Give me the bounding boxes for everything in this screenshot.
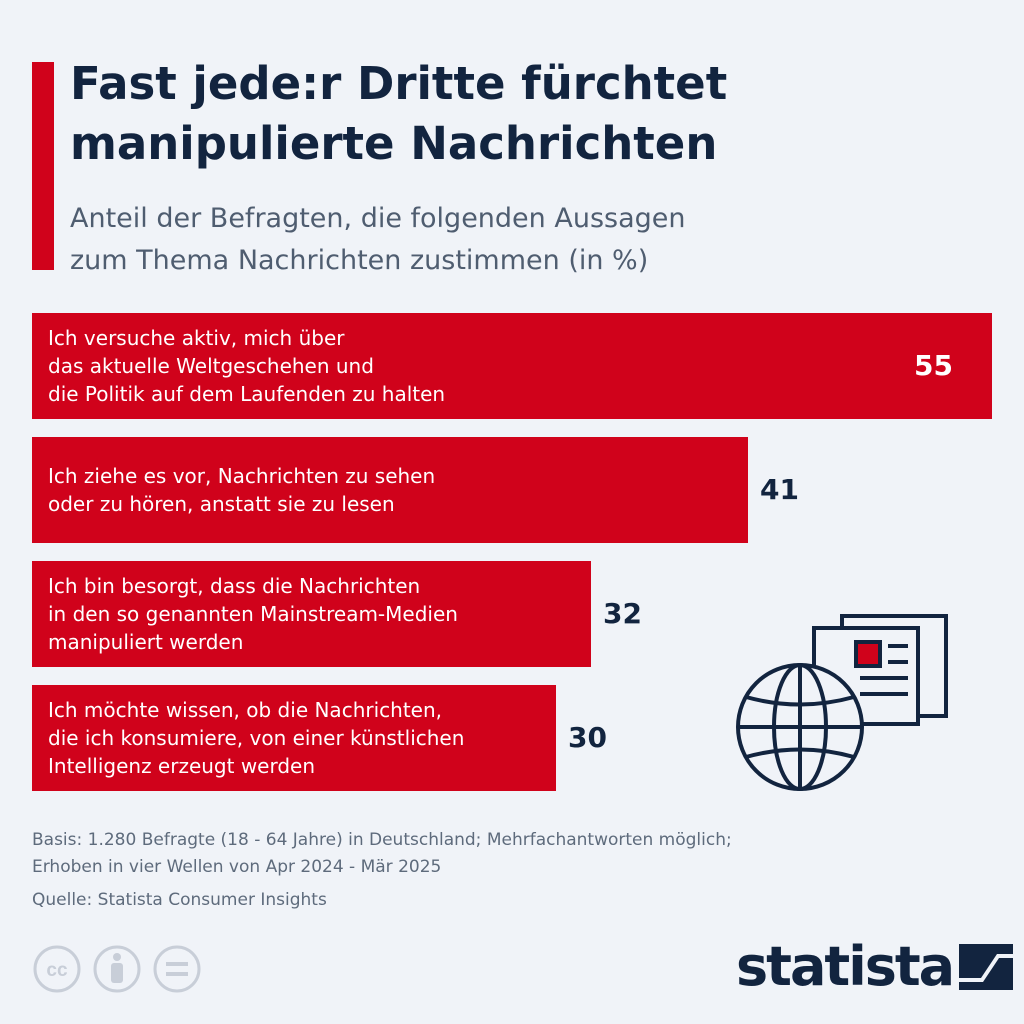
basis-note: Erhoben in vier Wellen von Apr 2024 - Mä… [32, 857, 442, 877]
bar-label-line: manipuliert werden [48, 630, 244, 654]
bar-value-label: 55 [914, 349, 953, 382]
bar-value-label: 41 [760, 473, 799, 506]
bar-label-line: Ich bin besorgt, dass die Nachrichten [48, 574, 421, 598]
bar-label-line: oder zu hören, anstatt sie zu lesen [48, 492, 395, 516]
bar-label-line: Intelligenz erzeugt werden [48, 754, 316, 778]
attribution-icon [93, 945, 141, 993]
bar-value-label: 32 [603, 597, 642, 630]
bar-label-line: das aktuelle Weltgeschehen und [48, 354, 374, 378]
globe-news-icon [736, 614, 948, 791]
bar [32, 561, 591, 667]
bar-label-line: in den so genannten Mainstream-Medien [48, 602, 458, 626]
bar-label-line: die ich konsumiere, von einer künstliche… [48, 726, 465, 750]
bar-label: Ich möchte wissen, ob die Nachrichten, di… [48, 696, 464, 780]
statista-logo-mark-icon [959, 943, 1014, 990]
statista-logo: statista [736, 935, 1014, 998]
bar-label-line: die Politik auf dem Laufenden zu halten [48, 382, 446, 406]
bar [32, 313, 992, 419]
source-note: Quelle: Statista Consumer Insights [32, 890, 327, 910]
brand-name: statista [736, 935, 955, 998]
chart-subtitle: Anteil der Befragten, die folgenden Auss… [70, 198, 970, 282]
bar [32, 685, 556, 791]
chart-title: Fast jede:r Dritte fürchtet manipulierte… [70, 54, 1000, 174]
bar-value-label: 30 [568, 721, 607, 754]
svg-text:cc: cc [46, 960, 68, 981]
license-icons: cc [33, 945, 201, 993]
bar-label-line: Ich versuche aktiv, mich über [48, 326, 345, 350]
title-line: manipulierte Nachrichten [70, 117, 718, 170]
bar [32, 437, 748, 543]
bar-label-line: Ich ziehe es vor, Nachrichten zu sehen [48, 464, 436, 488]
bar-label-line: Ich möchte wissen, ob die Nachrichten, [48, 698, 442, 722]
chart-notes: Basis: 1.280 Befragte (18 - 64 Jahre) in… [32, 827, 992, 914]
bar-label: Ich bin besorgt, dass die Nachrichten in … [48, 572, 458, 656]
title-line: Fast jede:r Dritte fürchtet [70, 57, 728, 110]
basis-note: Basis: 1.280 Befragte (18 - 64 Jahre) in… [32, 830, 732, 850]
title-accent-bar [32, 62, 54, 270]
bar-label: Ich ziehe es vor, Nachrichten zu sehen od… [48, 462, 435, 518]
subtitle-line: zum Thema Nachrichten zustimmen (in %) [70, 245, 649, 276]
subtitle-line: Anteil der Befragten, die folgenden Auss… [70, 203, 686, 234]
no-derivatives-icon [153, 945, 201, 993]
bar-label: Ich versuche aktiv, mich über das aktuell… [48, 324, 445, 408]
creative-commons-icon: cc [33, 945, 81, 993]
